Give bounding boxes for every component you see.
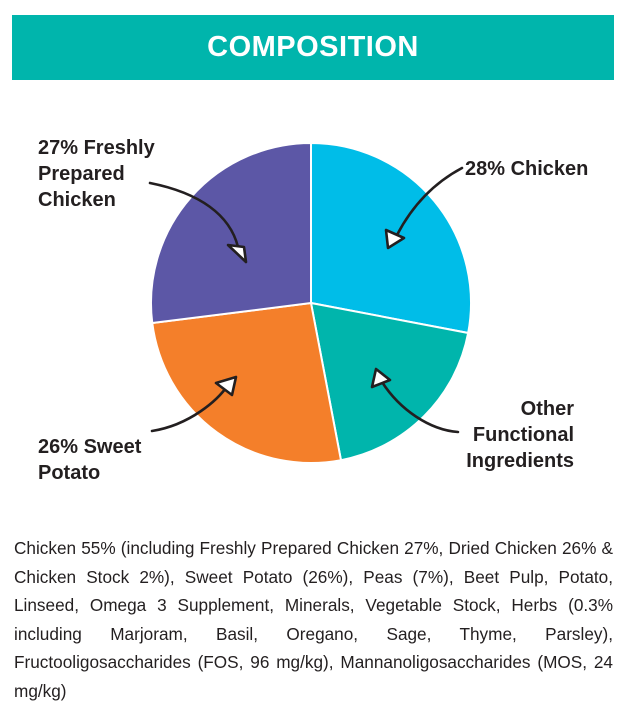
arrow-other-head bbox=[370, 367, 392, 389]
label-freshly-prepared-chicken: 27% Freshly Prepared Chicken bbox=[38, 137, 155, 211]
pie-slice-1 bbox=[309, 301, 470, 462]
pie-slice-2 bbox=[151, 301, 343, 464]
composition-description: Chicken 55% (including Freshly Prepared … bbox=[14, 538, 613, 701]
pie-slice-3 bbox=[150, 141, 312, 325]
composition-pie-chart bbox=[148, 141, 472, 464]
page-title: COMPOSITION bbox=[207, 31, 419, 63]
composition-banner: COMPOSITION bbox=[12, 15, 614, 80]
arrow-other bbox=[380, 380, 460, 434]
arrow-freshly-prepared bbox=[148, 181, 240, 249]
label-sweet-potato: 26% Sweet Potato bbox=[38, 436, 142, 484]
arrow-sweet-potato-head bbox=[214, 375, 238, 397]
arrow-chicken bbox=[395, 166, 464, 237]
arrow-freshly-prepared-head bbox=[226, 243, 248, 264]
label-chicken: 28% Chicken bbox=[465, 158, 589, 180]
arrow-chicken-head bbox=[384, 228, 406, 250]
label-other-functional-ingredients: Other Functional Ingredients bbox=[466, 398, 574, 472]
